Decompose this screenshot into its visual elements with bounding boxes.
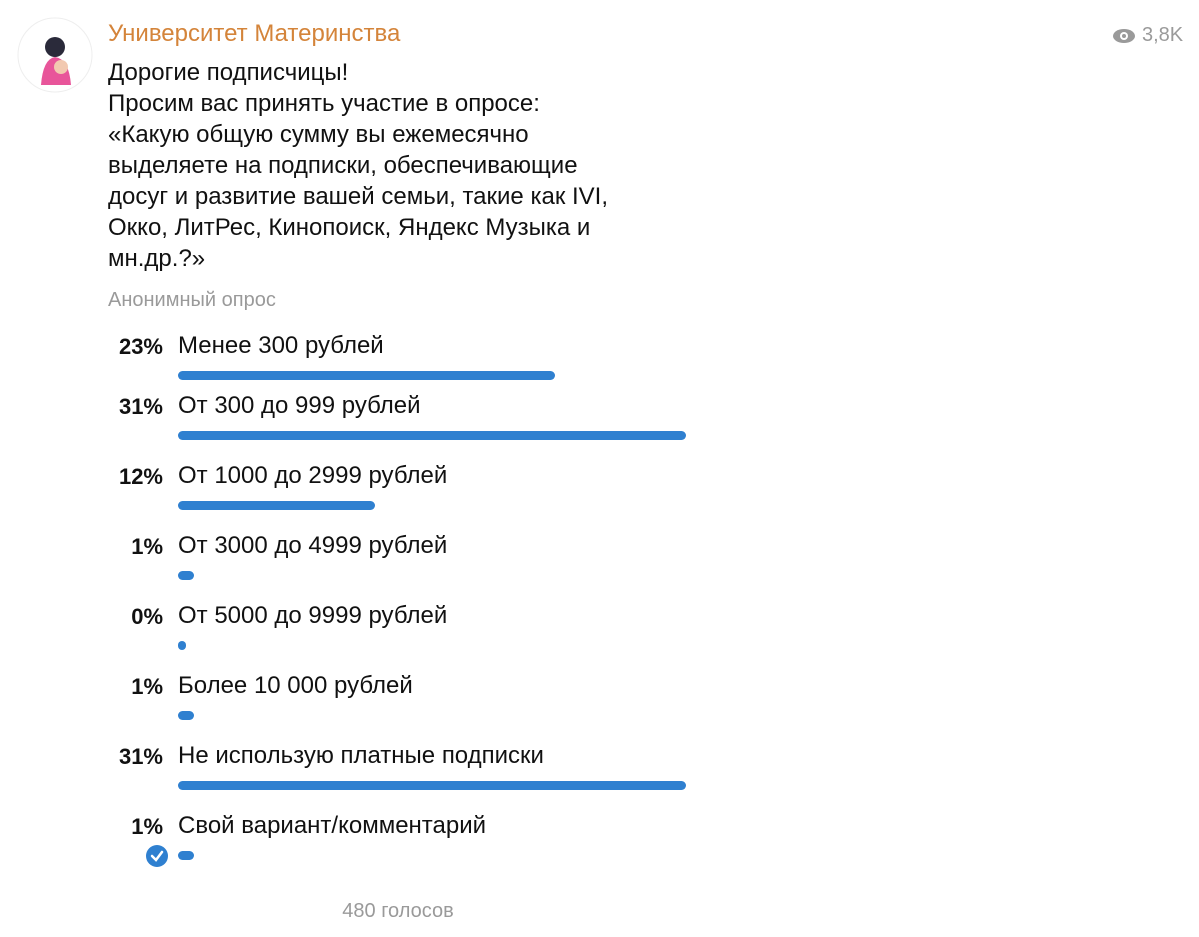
message-line: досуг и развитие вашей семьи, такие как … — [108, 183, 608, 210]
channel-avatar[interactable] — [17, 17, 93, 93]
message-line: Окко, ЛитРес, Кинопоиск, Яндекс Музыка и — [108, 214, 591, 241]
message-line: выделяете на подписки, обеспечивающие — [108, 152, 578, 179]
option-percent: 1% — [131, 534, 163, 559]
option-bar — [178, 851, 195, 860]
message-line: Просим вас принять участие в опросе: — [108, 90, 540, 117]
option-text: От 300 до 999 рублей — [178, 392, 421, 419]
option-text: От 5000 до 9999 рублей — [178, 602, 448, 629]
option-text: Не использую платные подписки — [178, 742, 544, 769]
message-line: «Какую общую сумму вы ежемесячно — [108, 121, 529, 148]
votes-count: 480 голосов — [342, 900, 454, 922]
option-text: Менее 300 рублей — [178, 332, 384, 359]
option-bar — [178, 371, 555, 380]
option-percent: 23% — [118, 334, 163, 359]
views-count: 3,8K — [1142, 24, 1184, 46]
poll-type: Анонимный опрос — [108, 289, 276, 311]
option-text: От 3000 до 4999 рублей — [178, 532, 448, 559]
option-text: Свой вариант/комментарий — [178, 812, 487, 839]
option-text: Более 10 000 рублей — [178, 672, 413, 699]
option-bar — [178, 501, 375, 510]
option-bar — [178, 571, 195, 580]
option-bar — [178, 641, 186, 650]
option-percent: 31% — [118, 394, 163, 419]
eye-icon — [1113, 28, 1135, 43]
views: 3,8K — [1112, 24, 1183, 47]
option-text: От 1000 до 2999 рублей — [178, 462, 448, 489]
option-bar — [178, 781, 686, 790]
chosen-check — [146, 845, 168, 867]
option-percent: 1% — [131, 814, 163, 839]
message-line: Дорогие подписчицы! — [108, 59, 349, 86]
message-line: мн.др.?» — [108, 245, 206, 272]
option-bar — [178, 431, 686, 440]
option-bar — [178, 711, 195, 720]
option-percent: 1% — [131, 674, 163, 699]
option-percent: 0% — [131, 604, 163, 629]
channel-name[interactable]: Университет Материнства — [108, 20, 401, 47]
option-percent: 31% — [118, 744, 163, 769]
option-percent: 12% — [118, 464, 163, 489]
